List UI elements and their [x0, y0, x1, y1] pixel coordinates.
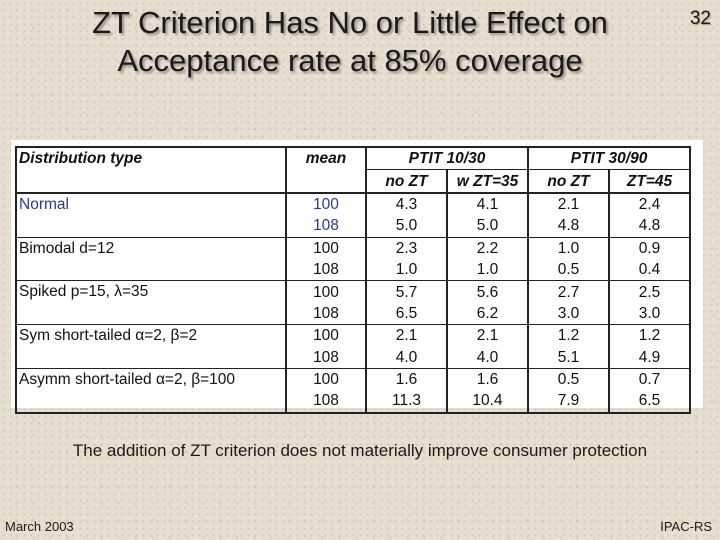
cell-value: 0.5: [528, 258, 610, 281]
distribution-label-spiked: Spiked p=15, λ=35: [15, 280, 287, 325]
table-header-row: Distribution type mean PTIT 10/30 PTIT 3…: [15, 146, 691, 194]
cell-mean: 108: [286, 215, 367, 238]
table-row: Spiked p=15, λ=35 100 5.7 5.6 2.7 2.5: [15, 280, 691, 325]
footer-organization: IPAC-RS: [660, 519, 712, 534]
cell-mean: 100: [286, 280, 367, 303]
cell-value: 0.7: [609, 367, 691, 391]
footer-date: March 2003: [5, 519, 74, 534]
cell-value: 3.0: [609, 302, 691, 325]
header-ptit-10-30: PTIT 10/30: [366, 146, 529, 170]
cell-value: 6.2: [447, 302, 529, 325]
subheader-no-zt-2: no ZT: [528, 169, 610, 194]
cell-mean: 100: [286, 236, 367, 259]
cell-value: 3.0: [528, 302, 610, 325]
page-number: 32: [689, 8, 711, 29]
cell-mean: 100: [286, 192, 367, 216]
table-row: 108 5.0 5.0 4.8 4.8: [16, 215, 691, 238]
slide-title: ZT Criterion Has No or Little Effect on …: [20, 4, 680, 80]
results-table: Distribution type mean PTIT 10/30 PTIT 3…: [15, 146, 691, 414]
subheader-w-zt-35: w ZT=35: [447, 169, 529, 194]
cell-value: 10.4: [447, 390, 529, 414]
cell-value: 5.0: [447, 215, 529, 238]
cell-value: 1.0: [447, 258, 529, 281]
distribution-label-normal: Normal: [15, 192, 287, 238]
table-row: Asymm short-tailed α=2, β=100 100 1.6 1.…: [15, 367, 691, 414]
cell-value: 4.9: [609, 346, 691, 369]
results-table-panel: Distribution type mean PTIT 10/30 PTIT 3…: [11, 140, 703, 414]
cell-value: 4.8: [609, 215, 691, 238]
cell-value: 1.2: [609, 324, 691, 347]
table-subheader-row: no ZT w ZT=35 no ZT ZT=45: [16, 169, 691, 194]
distribution-label-asymm-short-tailed: Asymm short-tailed α=2, β=100: [15, 367, 287, 414]
slide-title-line-2: Acceptance rate at 85% coverage: [117, 43, 583, 78]
cell-value: 4.0: [366, 346, 448, 369]
cell-value: 1.6: [366, 367, 448, 391]
cell-value: 4.1: [447, 192, 529, 216]
cell-mean: 108: [286, 346, 367, 369]
cell-value: 2.1: [528, 192, 610, 216]
cell-value: 4.8: [528, 215, 610, 238]
cell-value: 2.7: [528, 280, 610, 303]
slide-caption: The addition of ZT criterion does not ma…: [72, 441, 648, 460]
table-row: 108 11.3 10.4 7.9 6.5: [16, 390, 691, 414]
cell-value: 6.5: [609, 390, 691, 414]
table-row: 108 1.0 1.0 0.5 0.4: [16, 258, 691, 281]
cell-value: 0.9: [609, 236, 691, 259]
cell-value: 4.3: [366, 192, 448, 216]
slide-title-line-1: ZT Criterion Has No or Little Effect on: [92, 5, 608, 40]
cell-value: 1.0: [366, 258, 448, 281]
cell-value: 5.1: [528, 346, 610, 369]
cell-mean: 108: [286, 390, 367, 414]
table-row: 108 4.0 4.0 5.1 4.9: [16, 346, 691, 369]
distribution-label-sym-short-tailed: Sym short-tailed α=2, β=2: [15, 324, 287, 369]
cell-value: 2.1: [447, 324, 529, 347]
cell-value: 1.2: [528, 324, 610, 347]
cell-value: 0.5: [528, 367, 610, 391]
cell-value: 7.9: [528, 390, 610, 414]
cell-value: 11.3: [366, 390, 448, 414]
cell-value: 5.7: [366, 280, 448, 303]
cell-value: 2.4: [609, 192, 691, 216]
cell-mean: 100: [286, 324, 367, 347]
cell-value: 0.4: [609, 258, 691, 281]
header-ptit-30-90: PTIT 30/90: [528, 146, 691, 170]
cell-value: 5.6: [447, 280, 529, 303]
cell-value: 4.0: [447, 346, 529, 369]
cell-value: 5.0: [366, 215, 448, 238]
cell-value: 2.3: [366, 236, 448, 259]
subheader-no-zt-1: no ZT: [366, 169, 448, 194]
cell-value: 2.5: [609, 280, 691, 303]
cell-value: 2.1: [366, 324, 448, 347]
cell-mean: 108: [286, 258, 367, 281]
cell-mean: 100: [286, 367, 367, 391]
distribution-label-bimodal: Bimodal d=12: [15, 236, 287, 281]
subheader-zt-45: ZT=45: [609, 169, 691, 194]
table-row: Normal 100 4.3 4.1 2.1 2.4: [15, 192, 691, 238]
cell-value: 2.2: [447, 236, 529, 259]
table-row: 108 6.5 6.2 3.0 3.0: [16, 302, 691, 325]
cell-value: 1.6: [447, 367, 529, 391]
header-mean: mean: [286, 146, 367, 194]
table-row: Bimodal d=12 100 2.3 2.2 1.0 0.9: [15, 236, 691, 281]
cell-value: 6.5: [366, 302, 448, 325]
cell-value: 1.0: [528, 236, 610, 259]
table-row: Sym short-tailed α=2, β=2 100 2.1 2.1 1.…: [15, 324, 691, 369]
cell-mean: 108: [286, 302, 367, 325]
header-distribution-type: Distribution type: [15, 146, 287, 194]
